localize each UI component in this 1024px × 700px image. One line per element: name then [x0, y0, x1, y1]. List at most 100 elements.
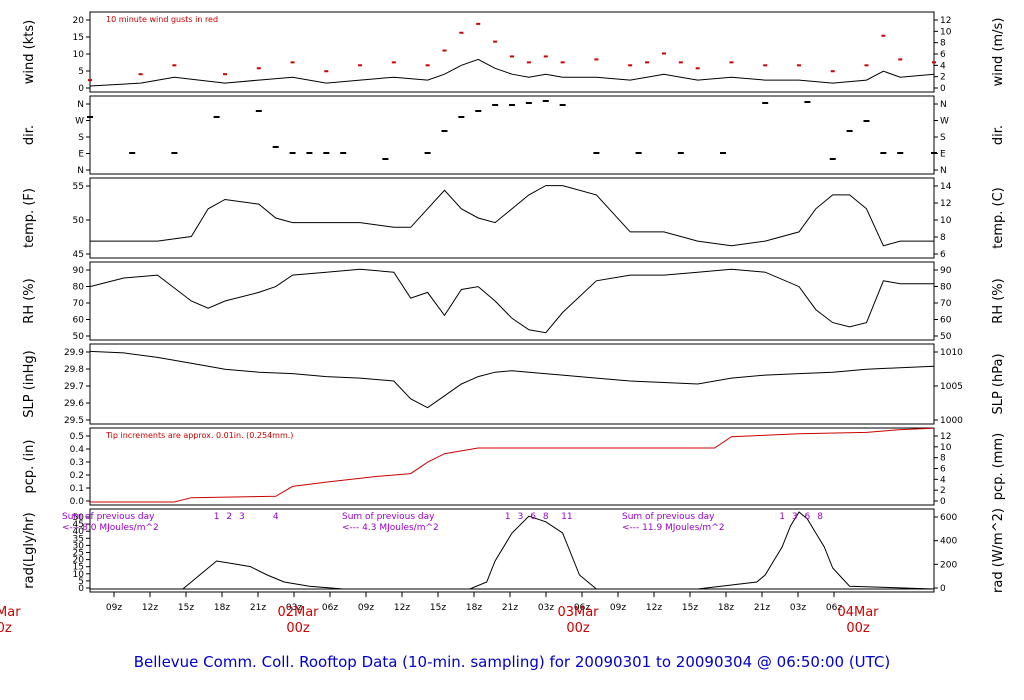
ytick-right-label: 8	[940, 39, 946, 49]
ytick-left-label: 29.5	[64, 416, 84, 426]
ytick-right-label: N	[940, 166, 947, 176]
hour-marker: 8	[817, 512, 823, 522]
direction-point	[804, 101, 811, 103]
gust-point	[493, 40, 498, 43]
xtick-label: 18z	[718, 603, 734, 613]
direction-point	[87, 116, 93, 118]
xtick-label: 12z	[646, 603, 662, 613]
ytick-right-label: 4	[940, 475, 946, 485]
gust-point	[898, 58, 903, 61]
ytick-left-label: 30	[73, 541, 85, 551]
gust-point	[661, 52, 666, 55]
gust-point	[645, 61, 650, 64]
ytick-left-label: 0.4	[70, 445, 85, 455]
gust-point	[932, 61, 936, 64]
ytick-right-label: 60	[940, 316, 952, 326]
ylabel-left: temp. (F)	[22, 188, 37, 248]
day-label-time: 00z	[566, 621, 590, 636]
hour-marker: 3	[792, 512, 798, 522]
gust-point	[290, 61, 295, 64]
ytick-right-label: 1010	[940, 348, 963, 358]
ytick-left-label: 70	[73, 299, 85, 309]
hour-marker: 1	[505, 512, 511, 522]
ytick-left-label: 0.1	[70, 484, 84, 494]
xtick-label: 15z	[682, 603, 698, 613]
ytick-left-label: 29.9	[64, 348, 84, 358]
ytick-left-label: 20	[73, 16, 85, 26]
direction-point	[525, 102, 532, 104]
ytick-left-label: 0	[78, 584, 84, 594]
xtick-label: 18z	[214, 603, 230, 613]
direction-point	[255, 110, 262, 112]
hour-marker: 3	[518, 512, 524, 522]
ytick-right-label: N	[940, 100, 947, 110]
hour-marker: 6	[805, 512, 811, 522]
day-label-date: 02Mar	[277, 605, 319, 620]
panel-frame	[89, 343, 935, 425]
ytick-left-label: 45	[73, 520, 84, 530]
ytick-left-label: 0.0	[70, 497, 85, 507]
ytick-left-label: 40	[73, 527, 85, 537]
ytick-right-label: 1005	[940, 382, 963, 392]
ytick-left-label: 0	[78, 84, 84, 94]
ytick-right-label: 70	[940, 299, 952, 309]
ylabel-left: rad(Lgly/hr)	[22, 512, 37, 588]
direction-point	[289, 152, 296, 154]
direction-point	[880, 152, 887, 154]
xtick-label: 15z	[178, 603, 194, 613]
panel-frame	[89, 95, 935, 175]
panel-annotation: Tip increments are approx. 0.01in. (0.25…	[105, 431, 293, 440]
xtick-label: 03z	[790, 603, 806, 613]
direction-point	[323, 152, 330, 154]
hour-marker: 1	[214, 512, 220, 522]
hour-marker: 8	[543, 512, 549, 522]
ylabel-right: rad (W/m^2)	[991, 508, 1006, 593]
ytick-right-label: 200	[940, 560, 957, 570]
ytick-right-label: 6	[940, 50, 946, 60]
gust-point	[526, 61, 531, 64]
direction-point	[509, 104, 515, 106]
day-label-time: 00z	[0, 621, 12, 636]
ylabel-right: wind (m/s)	[991, 18, 1006, 87]
ylabel-right: pcp. (mm)	[991, 433, 1006, 500]
xtick-label: 12z	[394, 603, 410, 613]
panel-frame	[89, 261, 935, 341]
direction-point	[720, 152, 726, 154]
ytick-right-label: E	[940, 150, 946, 160]
radiation-area	[90, 511, 935, 590]
direction-point	[171, 152, 178, 154]
direction-point	[424, 152, 431, 154]
ytick-right-label: 0	[940, 84, 946, 94]
ylabel-right: SLP (hPa)	[991, 353, 1006, 414]
ytick-left-label: 50	[73, 216, 85, 226]
panel-frame	[89, 11, 935, 93]
ytick-left-label: 0.3	[70, 458, 84, 468]
gust-point	[256, 67, 261, 70]
ytick-left-label: N	[77, 166, 84, 176]
ytick-left-label: 29.8	[64, 365, 84, 375]
xtick-label: 15z	[430, 603, 446, 613]
ytick-left-label: 15	[73, 563, 84, 573]
ytick-right-label: 10	[940, 216, 952, 226]
ytick-right-label: W	[940, 117, 949, 127]
ytick-left-label: 0.2	[70, 471, 84, 481]
direction-point	[213, 116, 220, 118]
direction-point	[492, 104, 499, 106]
ylabel-left: SLP (inHg)	[22, 350, 37, 418]
ytick-left-label: 50	[73, 332, 85, 342]
ytick-right-label: 0	[940, 584, 946, 594]
gust-point	[796, 64, 801, 67]
direction-point	[635, 152, 642, 154]
gust-point	[138, 73, 143, 76]
direction-point	[542, 100, 549, 102]
ylabel-right: temp. (C)	[991, 187, 1006, 249]
panel-annotation: 10 minute wind gusts in red	[106, 15, 218, 24]
ytick-right-label: 8	[940, 454, 946, 464]
direction-point	[306, 152, 313, 154]
gust-point	[442, 49, 447, 52]
ytick-left-label: 90	[73, 266, 85, 276]
gust-point	[628, 64, 633, 67]
precip-line	[90, 427, 935, 503]
direction-point	[762, 102, 769, 104]
